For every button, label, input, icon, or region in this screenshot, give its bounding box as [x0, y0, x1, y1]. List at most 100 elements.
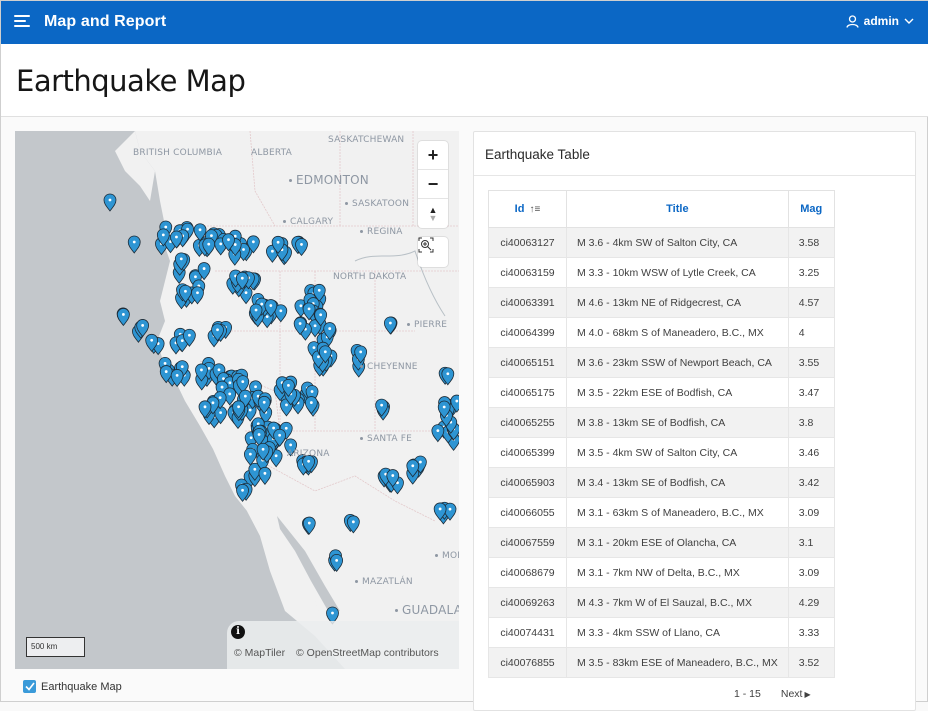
earthquake-map[interactable]: BRITISH COLUMBIA ALBERTA SASKATCHEWAN ED… [15, 131, 459, 669]
table-row[interactable]: ci40065151 M 3.6 - 23km SSW of Newport Be… [488, 347, 835, 378]
attribution-maptiler[interactable]: © MapTiler [234, 647, 286, 659]
earthquake-marker[interactable] [211, 323, 224, 342]
earthquake-marker[interactable] [195, 363, 208, 382]
earthquake-marker[interactable] [170, 230, 183, 249]
earthquake-marker[interactable] [295, 238, 308, 257]
earthquake-marker[interactable] [243, 447, 257, 466]
earthquake-marker[interactable] [198, 400, 212, 419]
earthquake-marker[interactable] [302, 454, 316, 473]
earthquake-marker[interactable] [127, 235, 141, 254]
earthquake-marker[interactable] [174, 252, 188, 271]
table-row[interactable]: ci40064399 M 4.0 - 68km S of Maneadero, B… [488, 317, 835, 348]
earthquake-marker[interactable] [375, 398, 389, 417]
earthquake-marker[interactable] [159, 365, 173, 384]
zoom-out-button[interactable]: − [418, 170, 448, 199]
earthquake-marker[interactable] [145, 333, 159, 352]
earthquake-marker[interactable] [183, 328, 196, 347]
zoom-to-fit-button[interactable] [418, 237, 448, 267]
compass-button[interactable]: ▲ ▼ [418, 199, 448, 228]
table-row[interactable]: ci40065399 M 3.5 - 4km SW of Salton City,… [488, 437, 835, 468]
earthquake-marker[interactable] [222, 233, 235, 252]
table-row[interactable]: ci40069263 M 4.3 - 7km W of El Sauzal, B.… [488, 587, 835, 618]
earthquake-marker[interactable] [293, 317, 307, 336]
earthquake-marker[interactable] [197, 262, 211, 281]
earthquake-marker[interactable] [450, 394, 459, 413]
app-title[interactable]: Map and Report [44, 13, 167, 30]
earthquake-marker[interactable] [273, 428, 287, 447]
earthquake-marker[interactable] [202, 237, 216, 256]
earthquake-markers[interactable] [103, 193, 459, 625]
earthquake-marker[interactable] [304, 396, 318, 415]
earthquake-marker[interactable] [326, 606, 339, 625]
earthquake-marker[interactable] [282, 378, 295, 398]
earthquake-marker[interactable] [264, 299, 278, 318]
earthquake-marker[interactable] [236, 483, 249, 502]
earthquake-marker[interactable] [354, 345, 368, 364]
table-row[interactable]: ci40063391 M 4.6 - 13km NE of Ridgecrest,… [488, 287, 835, 318]
earthquake-marker[interactable] [330, 553, 344, 573]
earthquake-marker[interactable] [116, 308, 130, 327]
earthquake-marker[interactable] [441, 367, 455, 386]
earthquake-marker[interactable] [156, 228, 170, 247]
attribution-osm[interactable]: © OpenStreetMap contributors [296, 647, 439, 659]
info-icon[interactable]: i [231, 625, 245, 639]
earthquake-marker[interactable] [302, 302, 316, 321]
earthquake-marker[interactable] [236, 375, 250, 394]
table-row[interactable]: ci40067559 M 3.1 - 20km ESE of Olancha, C… [488, 527, 835, 558]
earthquake-marker[interactable] [249, 303, 263, 322]
table-row[interactable]: ci40065175 M 3.5 - 22km ESE of Bodfish, C… [488, 377, 835, 408]
earthquake-marker[interactable] [257, 395, 271, 414]
earthquake-marker[interactable] [314, 308, 328, 327]
region-title: Earthquake Table [474, 132, 915, 176]
earthquake-layer-label[interactable]: Earthquake Map [41, 680, 122, 693]
earthquake-marker[interactable] [323, 322, 337, 341]
user-menu-button[interactable]: admin [846, 14, 914, 28]
earthquake-marker[interactable] [431, 424, 445, 443]
table-row[interactable]: ci40066055 M 3.1 - 63km S of Maneadero, B… [488, 497, 835, 528]
table-row[interactable]: ci40063159 M 3.3 - 10km WSW of Lytle Cree… [488, 257, 835, 288]
earthquake-marker[interactable] [258, 466, 272, 485]
earthquake-marker[interactable] [246, 235, 260, 254]
earthquake-marker[interactable] [256, 442, 270, 461]
earthquake-marker[interactable] [346, 515, 360, 534]
earthquake-marker[interactable] [235, 271, 249, 290]
earthquake-marker[interactable] [433, 502, 447, 521]
earthquake-marker[interactable] [232, 400, 245, 419]
earthquake-marker[interactable] [252, 428, 266, 447]
table-row[interactable]: ci40065255 M 3.8 - 13km SE of Bodfish, CA… [488, 407, 835, 438]
table-row[interactable]: ci40063127 M 3.6 - 4km SW of Salton City,… [488, 227, 835, 258]
cell-mag: 3.33 [787, 617, 835, 648]
next-page-button[interactable]: Next ▶ [781, 688, 811, 700]
earthquake-marker[interactable] [271, 235, 285, 254]
earthquake-marker[interactable] [179, 284, 192, 303]
earthquake-marker[interactable] [284, 438, 298, 457]
column-header-title[interactable]: Title [566, 190, 789, 228]
table-row[interactable]: ci40068679 M 3.1 - 7km NW of Delta, B.C.,… [488, 557, 835, 588]
earthquake-marker-dot [233, 234, 237, 238]
table-row[interactable]: ci40074431 M 3.3 - 4km SSW of Llano, CA 3.… [488, 617, 835, 648]
earthquake-marker-dot [175, 235, 178, 239]
earthquake-marker[interactable] [170, 369, 184, 388]
zoom-in-button[interactable]: + [418, 141, 448, 170]
earthquake-marker[interactable] [443, 502, 457, 521]
earthquake-marker[interactable] [318, 345, 332, 364]
earthquake-marker-dot [411, 464, 415, 468]
earthquake-layer-checkbox[interactable] [23, 680, 36, 693]
column-header-mag[interactable]: Mag [787, 190, 835, 228]
earthquake-marker[interactable] [406, 459, 420, 478]
hamburger-menu-button[interactable] [14, 15, 32, 29]
earthquake-marker[interactable] [437, 400, 451, 419]
earthquake-marker[interactable] [302, 516, 316, 535]
earthquake-marker[interactable] [386, 469, 400, 488]
earthquake-marker[interactable] [193, 223, 207, 242]
table-row[interactable]: ci40076855 M 3.5 - 83km ESE of Maneadero,… [488, 647, 835, 678]
earthquake-marker[interactable] [383, 316, 397, 335]
column-header-id[interactable]: Id ↑≡ [488, 190, 567, 228]
table-row[interactable]: ci40065903 M 3.4 - 13km SE of Bodfish, CA… [488, 467, 835, 498]
earthquake-marker[interactable] [103, 193, 117, 212]
earthquake-marker[interactable] [312, 283, 326, 302]
earthquake-marker[interactable] [274, 304, 288, 323]
earthquake-marker[interactable] [191, 286, 204, 305]
earthquake-marker-dot [331, 611, 334, 615]
earthquake-marker[interactable] [136, 319, 150, 338]
